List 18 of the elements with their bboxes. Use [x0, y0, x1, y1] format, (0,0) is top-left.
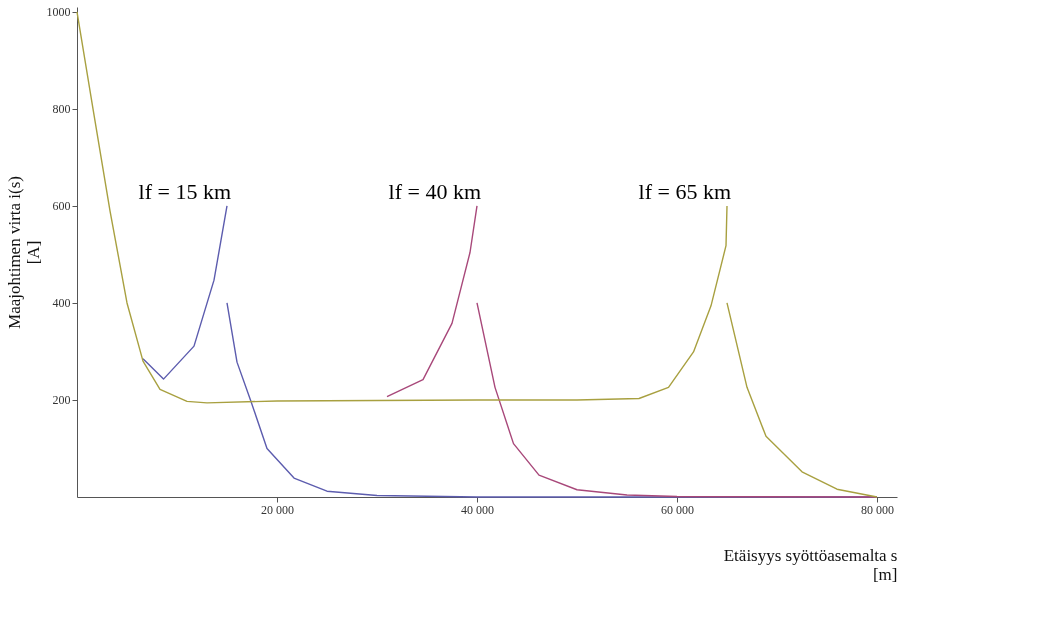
x-tick-label: 80 000: [861, 502, 894, 517]
y-tick-label: 400: [52, 296, 71, 311]
x-tick-label: 40 000: [461, 502, 494, 517]
x-axis-title: Etäisyys syöttöasemalta s [m]: [723, 545, 898, 584]
line-series: [386, 205, 478, 398]
x-tick-label: 60 000: [661, 502, 694, 517]
line-series: [476, 302, 878, 498]
line-series: [726, 302, 878, 498]
y-tick-label: 1000: [46, 5, 71, 20]
line-series: [142, 205, 228, 380]
y-tick-label: 600: [52, 199, 71, 214]
y-axis-title: Maajohtimen virta i(s) [A]: [4, 176, 43, 329]
x-tick-label: 20 000: [261, 502, 294, 517]
y-tick-label: 200: [52, 393, 71, 408]
y-tick-label: 800: [52, 102, 71, 117]
annotation: lf = 40 km: [388, 178, 481, 204]
annotation: lf = 65 km: [638, 178, 731, 204]
annotation: lf = 15 km: [138, 178, 231, 204]
